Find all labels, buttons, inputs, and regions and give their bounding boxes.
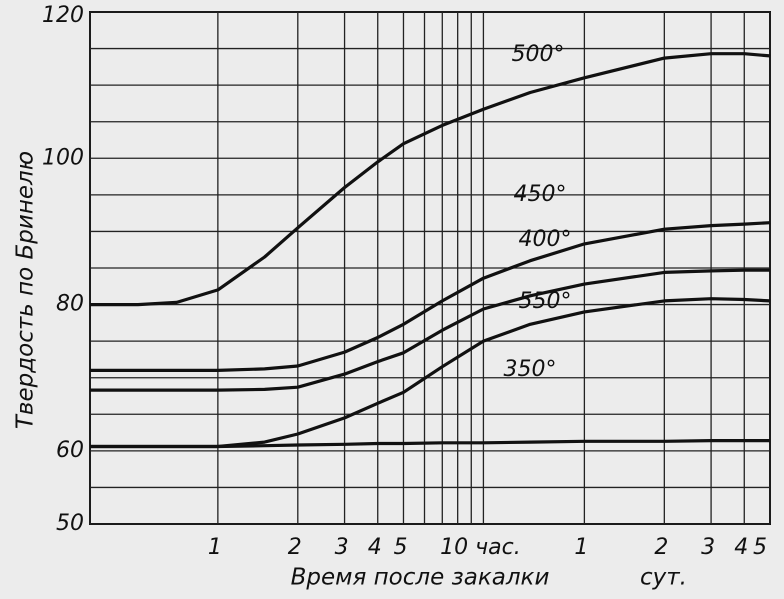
series-label: 500°: [512, 42, 565, 67]
series-label: 550°: [519, 289, 572, 314]
x-tick-label: 2: [654, 535, 668, 560]
x-tick-label: 1: [208, 535, 222, 560]
x-tick-label: 4: [734, 535, 748, 560]
series-line: [90, 439, 770, 449]
y-tick-label: 120: [42, 3, 84, 28]
x-tick-label: 3: [701, 535, 715, 560]
y-tick-label: 60: [56, 438, 84, 463]
annotation: сут.: [640, 565, 687, 591]
x-tick-label: 4: [368, 535, 382, 560]
x-tick-label: 3: [335, 535, 349, 560]
x-tick-label: 5: [393, 535, 407, 560]
y-axis-title: Твердость по Бринелю: [13, 151, 39, 429]
series-line: [90, 268, 770, 392]
series-label: 450°: [514, 182, 567, 207]
x-tick-label: 2: [288, 535, 302, 560]
x-tick-label: 1: [574, 535, 588, 560]
y-tick-label: 50: [56, 511, 84, 536]
y-tick-label: 80: [56, 292, 84, 317]
series-line: [90, 52, 771, 307]
y-tick-label: 100: [42, 145, 84, 170]
series-label: 400°: [519, 227, 572, 252]
series-line: [90, 221, 771, 372]
x-axis-title: Время после закалки: [291, 565, 550, 591]
x-tick-label: 10 час.: [440, 535, 521, 560]
x-tick-label: 5: [753, 535, 767, 560]
series-label: 350°: [504, 357, 557, 382]
